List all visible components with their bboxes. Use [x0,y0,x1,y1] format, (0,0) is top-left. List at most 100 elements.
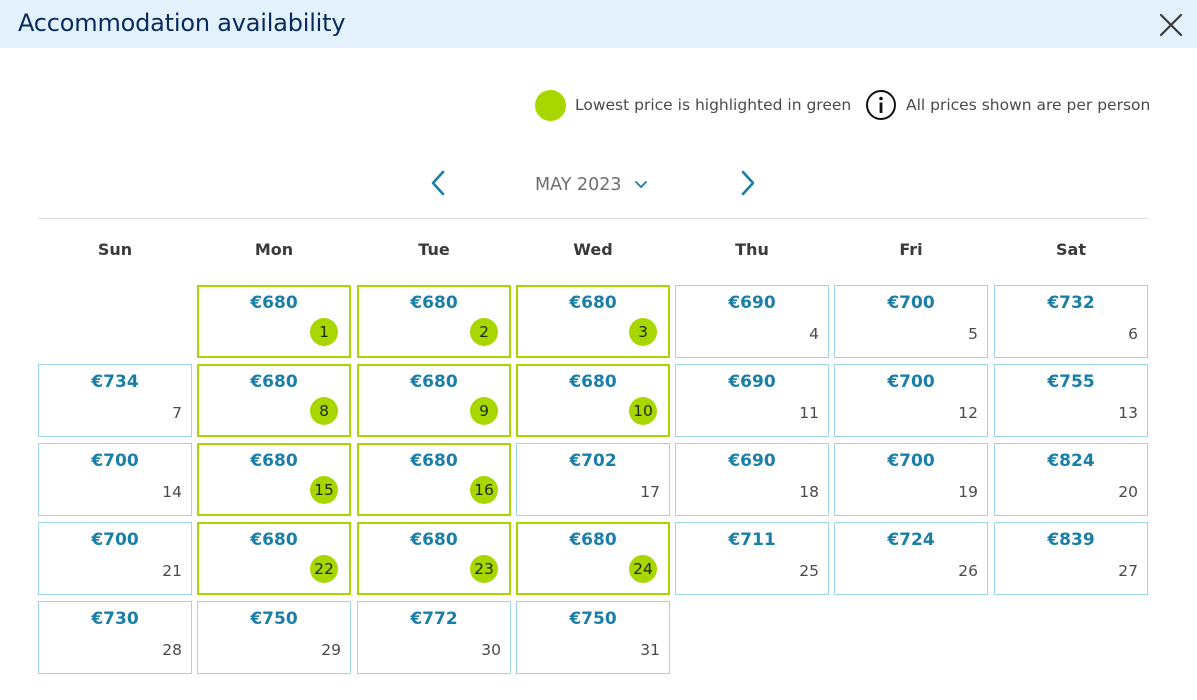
day-price: €772 [410,609,458,629]
day-price: €732 [1047,293,1095,313]
day-number: 13 [1118,404,1138,422]
day-price: €724 [887,530,935,550]
day-cell-12[interactable]: €700 12 [834,364,988,437]
day-number: 27 [1118,562,1138,580]
day-number: 5 [968,325,978,343]
day-number: 26 [958,562,978,580]
day-cell-8[interactable]: €680 8 [197,364,351,437]
day-price: €730 [91,609,139,629]
weekday-fri: Fri [899,240,923,259]
day-cell-1[interactable]: €680 1 [197,285,351,358]
lowest-price-legend-label: Lowest price is highlighted in green [575,96,852,114]
day-price: €680 [410,293,458,313]
day-number: 12 [958,404,978,422]
weekday-tue: Tue [418,240,450,259]
day-number: 25 [799,562,819,580]
day-price: €680 [410,372,458,392]
day-cell-13[interactable]: €755 13 [994,364,1148,437]
month-label: MAY 2023 [535,175,622,195]
day-cell-26[interactable]: €724 26 [834,522,988,595]
day-price: €680 [410,530,458,550]
day-price: €680 [250,530,298,550]
day-price: €680 [250,451,298,471]
close-button[interactable] [1156,10,1186,40]
day-cell-20[interactable]: €824 20 [994,443,1148,516]
day-number: 4 [809,325,819,343]
day-cell-7[interactable]: €734 7 [38,364,192,437]
day-cell-23[interactable]: €680 23 [357,522,511,595]
day-price: €700 [887,293,935,313]
day-cell-27[interactable]: €839 27 [994,522,1148,595]
day-cell-28[interactable]: €730 28 [38,601,192,674]
day-cell-2[interactable]: €680 2 [357,285,511,358]
day-number: 29 [321,641,341,659]
day-number: 17 [640,483,660,501]
day-cell-9[interactable]: €680 9 [357,364,511,437]
day-price: €690 [728,372,776,392]
day-cell-18[interactable]: €690 18 [675,443,829,516]
day-cell-17[interactable]: €702 17 [516,443,670,516]
day-number-badge: 8 [310,397,338,425]
day-price: €750 [250,609,298,629]
day-number: 6 [1128,325,1138,343]
day-cell-6[interactable]: €732 6 [994,285,1148,358]
day-number: 31 [640,641,660,659]
day-cell-19[interactable]: €700 19 [834,443,988,516]
day-number: 30 [481,641,501,659]
day-cell-22[interactable]: €680 22 [197,522,351,595]
day-number-badge: 9 [470,397,498,425]
day-price: €680 [250,372,298,392]
day-cell-24[interactable]: €680 24 [516,522,670,595]
day-number-badge: 2 [470,318,498,346]
day-number: 20 [1118,483,1138,501]
day-cell-5[interactable]: €700 5 [834,285,988,358]
day-number-badge: 15 [310,476,338,504]
dialog-header: Accommodation availability [0,0,1197,48]
day-cell-30[interactable]: €772 30 [357,601,511,674]
day-price: €680 [569,293,617,313]
lowest-price-legend: Lowest price is highlighted in green [535,88,851,122]
day-cell-25[interactable]: €711 25 [675,522,829,595]
day-cell-31[interactable]: €750 31 [516,601,670,674]
per-person-legend-label: All prices shown are per person [906,96,1151,114]
day-cell-16[interactable]: €680 16 [357,443,511,516]
calendar-divider [38,218,1148,219]
day-price: €680 [569,372,617,392]
day-number-badge: 16 [470,476,498,504]
day-number-badge: 10 [629,397,657,425]
day-number: 7 [172,404,182,422]
day-price: €702 [569,451,617,471]
chevron-left-icon [431,170,445,196]
next-month-button[interactable] [736,168,760,198]
day-cell-4[interactable]: €690 4 [675,285,829,358]
day-cell-29[interactable]: €750 29 [197,601,351,674]
day-number: 11 [799,404,819,422]
day-cell-15[interactable]: €680 15 [197,443,351,516]
day-number-badge: 22 [310,555,338,583]
day-number: 19 [958,483,978,501]
weekday-mon: Mon [254,240,294,259]
info-icon [866,90,896,120]
day-cell-11[interactable]: €690 11 [675,364,829,437]
weekday-wed: Wed [573,240,613,259]
day-price: €734 [91,372,139,392]
day-number: 21 [162,562,182,580]
green-dot-icon [535,89,566,121]
dialog-title: Accommodation availability [18,9,346,37]
day-price: €690 [728,293,776,313]
month-selector[interactable]: MAY 2023 [535,173,648,197]
day-cell-14[interactable]: €700 14 [38,443,192,516]
weekday-sun: Sun [97,240,133,259]
weekday-thu: Thu [735,240,769,259]
day-cell-21[interactable]: €700 21 [38,522,192,595]
day-cell-10[interactable]: €680 10 [516,364,670,437]
day-price: €690 [728,451,776,471]
weekday-sat: Sat [1056,240,1086,259]
day-cell-3[interactable]: €680 3 [516,285,670,358]
day-number: 28 [162,641,182,659]
day-price: €700 [91,530,139,550]
previous-month-button[interactable] [426,168,450,198]
close-icon [1159,13,1183,37]
day-number-badge: 23 [470,555,498,583]
day-price: €700 [887,372,935,392]
